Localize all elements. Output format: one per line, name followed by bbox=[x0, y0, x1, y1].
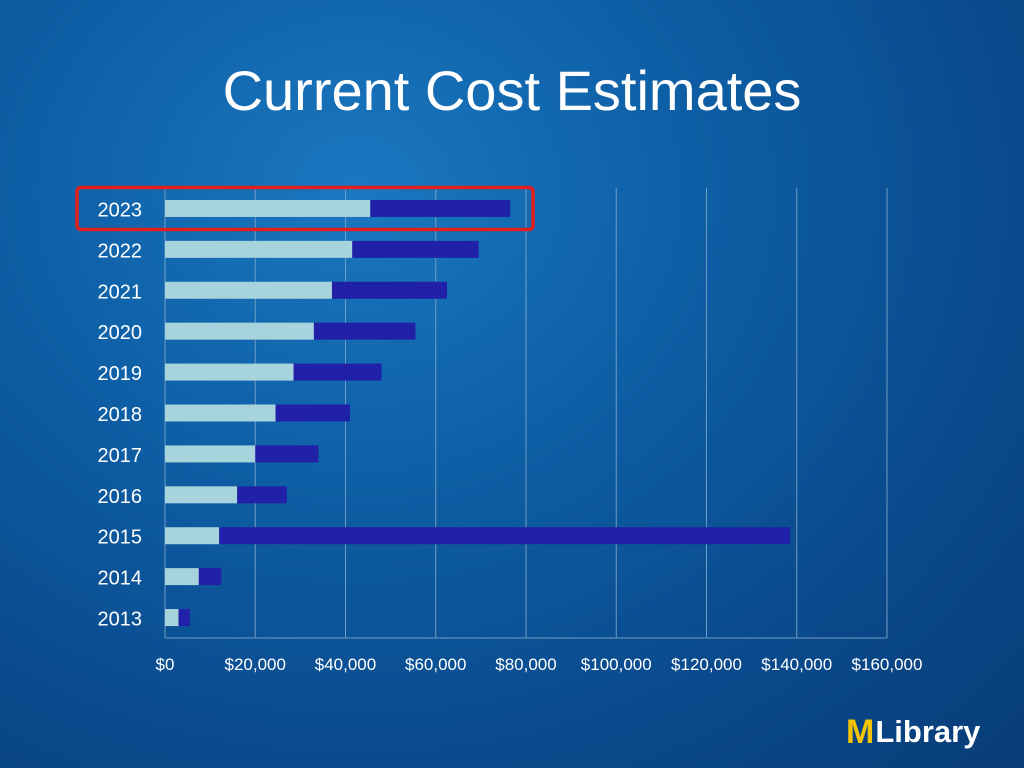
y-tick-label: 2014 bbox=[98, 568, 143, 590]
bar-increment bbox=[314, 323, 416, 340]
bar-base bbox=[165, 527, 219, 544]
y-tick-label: 2022 bbox=[98, 240, 143, 262]
x-tick-label: $160,000 bbox=[852, 655, 923, 674]
bar-increment bbox=[294, 364, 382, 381]
y-tick-label: 2013 bbox=[98, 609, 143, 631]
bar-base bbox=[165, 282, 332, 299]
bar-increment bbox=[255, 445, 318, 462]
y-tick-label: 2018 bbox=[98, 404, 143, 426]
mlibrary-logo: M Library bbox=[846, 712, 980, 752]
logo-mark: M bbox=[846, 713, 873, 752]
x-axis-labels: $0 $20,000 $40,000 $60,000 $80,000 $100,000 $1… bbox=[156, 655, 923, 674]
bar-increment bbox=[332, 282, 447, 299]
bar-base bbox=[165, 445, 255, 462]
x-tick-label: $100,000 bbox=[581, 655, 652, 674]
bar-base bbox=[165, 568, 199, 585]
bar-base bbox=[165, 241, 352, 258]
x-tick-label: $140,000 bbox=[761, 655, 832, 674]
bar-increment bbox=[276, 405, 350, 422]
x-tick-label: $80,000 bbox=[495, 655, 556, 674]
bar-base bbox=[165, 609, 179, 626]
y-tick-label: 2021 bbox=[98, 281, 143, 303]
bar-increment bbox=[237, 486, 287, 503]
x-tick-label: $20,000 bbox=[225, 655, 286, 674]
bar-increment bbox=[199, 568, 222, 585]
bar-base bbox=[165, 323, 314, 340]
y-tick-label: 2023 bbox=[98, 199, 143, 221]
y-tick-label: 2020 bbox=[98, 322, 143, 344]
y-tick-label: 2016 bbox=[98, 486, 143, 508]
logo-text: Library bbox=[875, 714, 980, 750]
bar-base bbox=[165, 405, 276, 422]
x-tick-label: $120,000 bbox=[671, 655, 742, 674]
bar-increment bbox=[179, 609, 190, 626]
bar-increment bbox=[370, 200, 510, 217]
y-axis-labels: 2023 2022 2021 2020 2019 2018 2017 2016 2015 2014… bbox=[98, 199, 143, 630]
x-tick-label: $0 bbox=[156, 655, 175, 674]
x-tick-label: $40,000 bbox=[315, 655, 376, 674]
bar-base bbox=[165, 200, 370, 217]
x-tick-label: $60,000 bbox=[405, 655, 466, 674]
y-tick-label: 2017 bbox=[98, 445, 143, 467]
bar-base bbox=[165, 486, 237, 503]
bar-base bbox=[165, 364, 294, 381]
bar-increment bbox=[352, 241, 478, 258]
y-tick-label: 2015 bbox=[98, 527, 143, 549]
bar-increment bbox=[219, 527, 790, 544]
bars bbox=[165, 200, 790, 626]
y-tick-label: 2019 bbox=[98, 363, 143, 385]
